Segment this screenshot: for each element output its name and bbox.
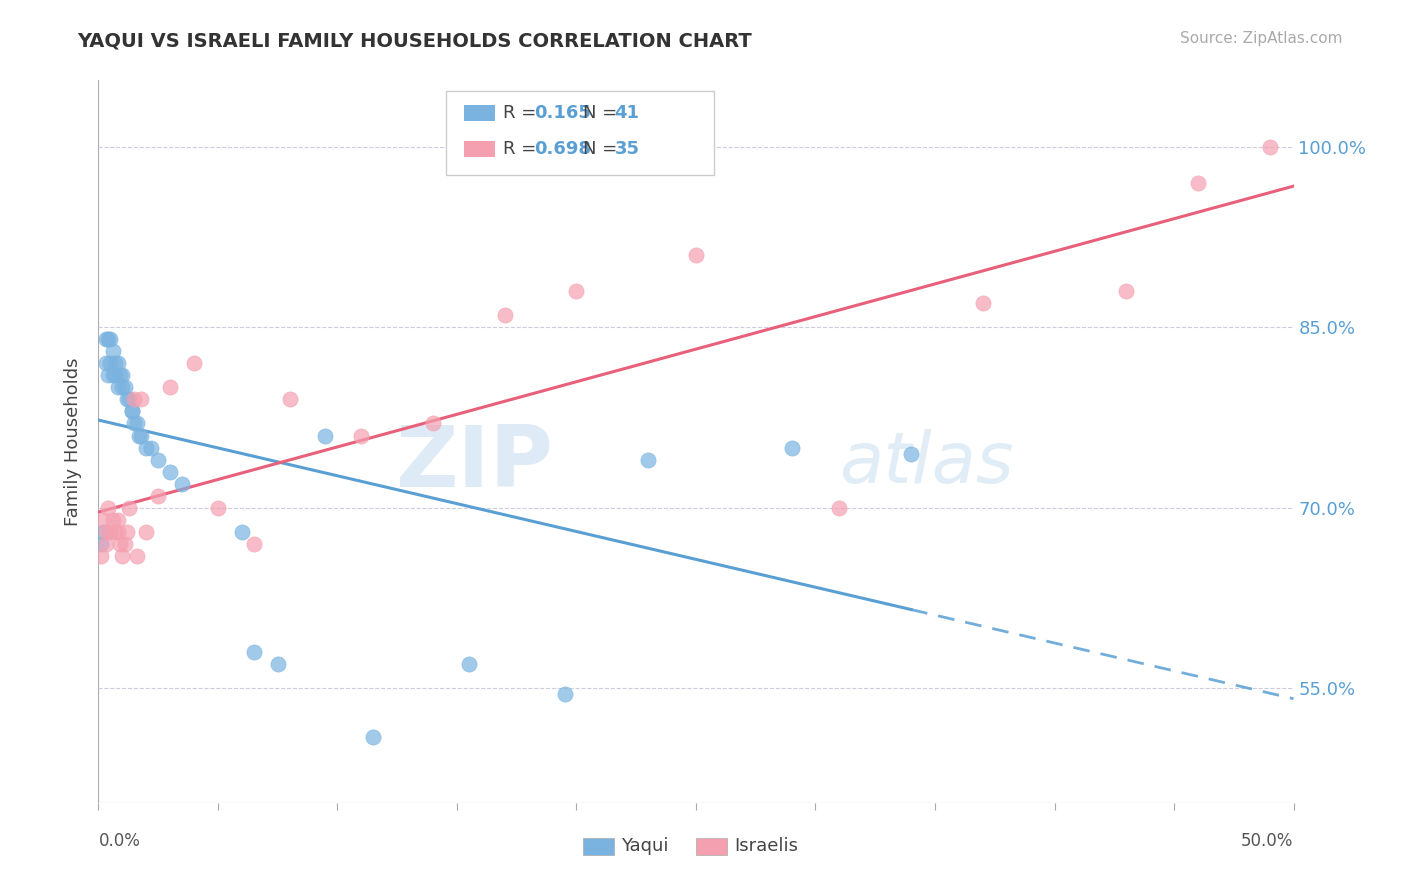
Point bbox=[159, 465, 181, 479]
Point bbox=[243, 645, 266, 659]
Point bbox=[107, 524, 129, 539]
Point bbox=[90, 549, 112, 563]
Text: Source: ZipAtlas.com: Source: ZipAtlas.com bbox=[1180, 31, 1343, 46]
Text: Yaqui: Yaqui bbox=[621, 837, 669, 855]
Text: 41: 41 bbox=[614, 104, 640, 122]
Text: atlas: atlas bbox=[839, 429, 1014, 498]
Point bbox=[94, 356, 117, 370]
Point bbox=[125, 417, 148, 431]
Text: R =: R = bbox=[503, 140, 543, 158]
Point bbox=[458, 657, 481, 672]
Point bbox=[278, 392, 301, 407]
Point bbox=[231, 524, 253, 539]
Point bbox=[98, 356, 122, 370]
Point bbox=[94, 524, 117, 539]
Point bbox=[1258, 139, 1281, 153]
Point bbox=[128, 428, 150, 442]
Point bbox=[243, 537, 266, 551]
Point bbox=[121, 404, 143, 418]
Point bbox=[98, 332, 122, 346]
Point bbox=[118, 392, 141, 407]
Text: N =: N = bbox=[583, 104, 623, 122]
Point bbox=[91, 524, 114, 539]
Text: 0.0%: 0.0% bbox=[98, 831, 141, 850]
Point bbox=[111, 368, 134, 383]
Point bbox=[115, 524, 138, 539]
Point bbox=[780, 441, 803, 455]
Point bbox=[363, 730, 385, 744]
Point bbox=[350, 428, 373, 442]
Point bbox=[121, 404, 143, 418]
Point bbox=[108, 368, 131, 383]
Point bbox=[135, 524, 157, 539]
Point bbox=[565, 284, 588, 298]
Point bbox=[554, 687, 576, 701]
Point bbox=[107, 356, 129, 370]
Point bbox=[108, 537, 131, 551]
Text: 50.0%: 50.0% bbox=[1241, 831, 1294, 850]
Point bbox=[114, 380, 136, 394]
Point bbox=[148, 452, 170, 467]
Point bbox=[135, 441, 157, 455]
Point bbox=[685, 248, 707, 262]
Point bbox=[90, 537, 112, 551]
Point bbox=[101, 513, 124, 527]
Point bbox=[111, 380, 134, 394]
Point bbox=[97, 332, 120, 346]
Point bbox=[972, 296, 994, 310]
Point bbox=[159, 380, 181, 394]
Point bbox=[1115, 284, 1137, 298]
Point bbox=[98, 524, 122, 539]
Text: YAQUI VS ISRAELI FAMILY HOUSEHOLDS CORRELATION CHART: YAQUI VS ISRAELI FAMILY HOUSEHOLDS CORRE… bbox=[77, 31, 752, 50]
Point bbox=[124, 417, 146, 431]
Point bbox=[107, 513, 129, 527]
Point bbox=[104, 524, 127, 539]
Text: 35: 35 bbox=[614, 140, 640, 158]
Point bbox=[101, 344, 124, 359]
Point bbox=[139, 441, 162, 455]
Point bbox=[494, 308, 516, 322]
Text: 0.698: 0.698 bbox=[534, 140, 592, 158]
Point bbox=[315, 428, 337, 442]
Point bbox=[637, 452, 659, 467]
Point bbox=[172, 476, 194, 491]
Point bbox=[111, 549, 134, 563]
Point bbox=[422, 417, 444, 431]
Point bbox=[118, 500, 141, 515]
Point bbox=[900, 446, 922, 460]
Point bbox=[124, 392, 146, 407]
Point bbox=[94, 332, 117, 346]
Point bbox=[97, 500, 120, 515]
Point bbox=[107, 380, 129, 394]
Text: 0.165: 0.165 bbox=[534, 104, 591, 122]
Point bbox=[828, 500, 851, 515]
Text: Israelis: Israelis bbox=[734, 837, 799, 855]
Point bbox=[131, 392, 153, 407]
Text: R =: R = bbox=[503, 104, 543, 122]
Point bbox=[125, 549, 148, 563]
Point bbox=[115, 392, 138, 407]
Point bbox=[101, 368, 124, 383]
Point bbox=[148, 489, 170, 503]
Text: N =: N = bbox=[583, 140, 623, 158]
Point bbox=[207, 500, 229, 515]
Text: ZIP: ZIP bbox=[395, 422, 553, 505]
Point bbox=[104, 368, 127, 383]
Point bbox=[91, 513, 114, 527]
Point bbox=[267, 657, 290, 672]
Point bbox=[1187, 176, 1209, 190]
Y-axis label: Family Households: Family Households bbox=[65, 358, 83, 525]
Point bbox=[94, 537, 117, 551]
Point bbox=[104, 356, 127, 370]
Point bbox=[131, 428, 153, 442]
Point bbox=[97, 368, 120, 383]
Point bbox=[114, 537, 136, 551]
Point bbox=[183, 356, 205, 370]
